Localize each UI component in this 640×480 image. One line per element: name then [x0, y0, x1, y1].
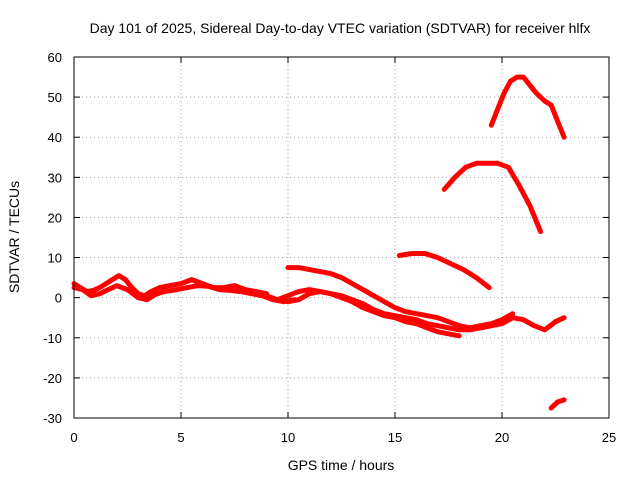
series-line-track-1	[71, 273, 270, 299]
y-axis-label: SDTVAR / TECUs	[6, 181, 22, 293]
series-line-track-9	[488, 74, 567, 140]
y-tick-label: -20	[43, 371, 62, 386]
y-tick-label: 60	[48, 50, 62, 65]
series-line-track-2	[71, 283, 297, 305]
y-tick-label: 20	[48, 210, 62, 225]
plot-frame	[73, 56, 610, 419]
y-tick-label: 0	[55, 291, 62, 306]
y-tick-label: 40	[48, 130, 62, 145]
x-tick-label: 0	[70, 430, 77, 445]
tick-labels: 0 5 10 15 20 25 -30 -20 -10 0 10 20 30 40 50 60	[43, 50, 616, 445]
series-line-track-7	[396, 251, 492, 291]
x-tick-label: 5	[177, 430, 184, 445]
series-group	[71, 74, 567, 411]
y-tick-label: 50	[48, 90, 62, 105]
y-tick-label: 10	[48, 251, 62, 266]
series-line-track-10	[548, 397, 567, 411]
y-tick-label: 30	[48, 170, 62, 185]
chart-title: Day 101 of 2025, Sidereal Day-to-day VTE…	[90, 20, 591, 36]
x-tick-label: 20	[495, 430, 509, 445]
x-tick-label: 15	[388, 430, 402, 445]
series-line-track-5	[285, 265, 516, 331]
series-line-track-4	[274, 287, 462, 339]
y-tick-label: -30	[43, 411, 62, 426]
y-tick-label: -10	[43, 331, 62, 346]
series-line-track-6	[478, 315, 567, 333]
grid	[74, 57, 609, 418]
series-line-track-8	[441, 160, 543, 234]
x-axis-label: GPS time / hours	[288, 457, 395, 473]
x-tick-label: 10	[281, 430, 295, 445]
x-tick-label: 25	[602, 430, 616, 445]
